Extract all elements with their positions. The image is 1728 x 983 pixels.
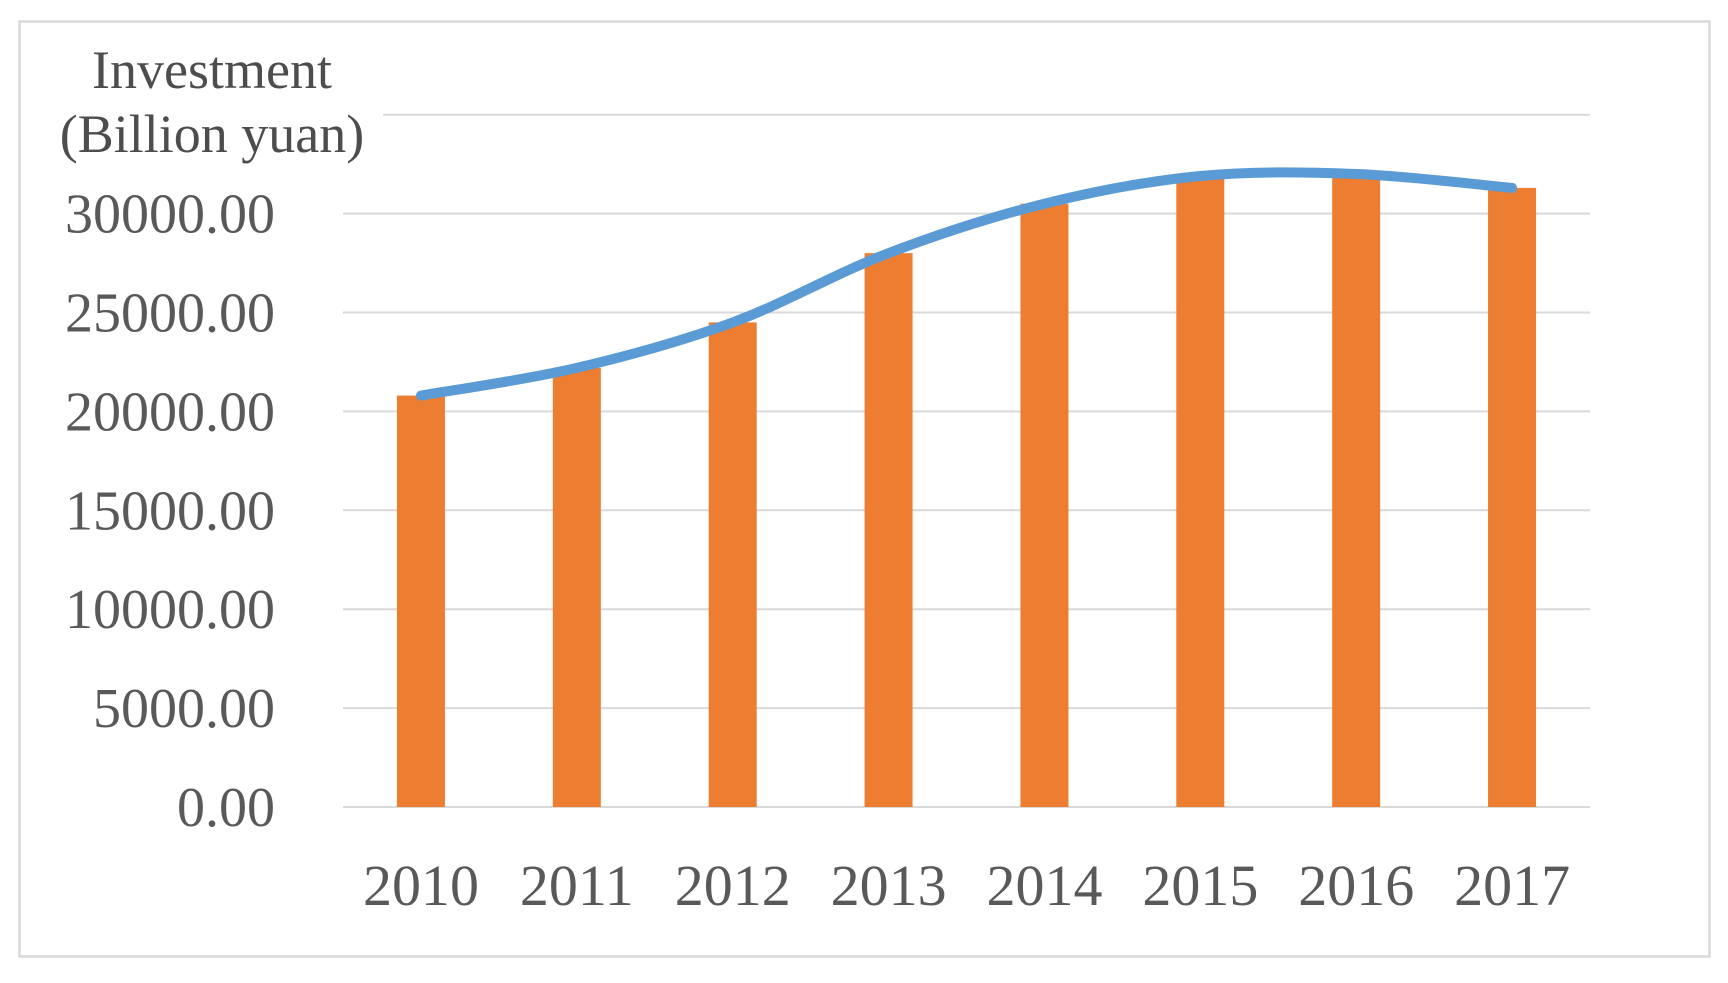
y-tick-label-20000.00: 20000.00 <box>65 381 275 443</box>
y-tick-label-25000.00: 25000.00 <box>65 283 275 345</box>
bar-2016 <box>1332 174 1381 808</box>
bar-2010 <box>396 395 445 807</box>
x-tick-label-2017: 2017 <box>1454 853 1570 918</box>
chart-title-line1: Investment <box>92 40 332 100</box>
y-tick-label-0.00: 0.00 <box>177 777 275 839</box>
y-tick-label-30000.00: 30000.00 <box>65 184 275 246</box>
x-tick-label-2012: 2012 <box>675 853 791 918</box>
x-tick-label-2010: 2010 <box>363 853 479 918</box>
y-tick-label-15000.00: 15000.00 <box>65 480 275 542</box>
y-tick-label-5000.00: 5000.00 <box>93 678 275 740</box>
x-tick-label-2015: 2015 <box>1142 853 1258 918</box>
y-tick-label-10000.00: 10000.00 <box>65 579 275 641</box>
bar-2014 <box>1020 203 1069 807</box>
chart-title-line2: (Billion yuan) <box>60 104 364 164</box>
x-tick-label-2014: 2014 <box>986 853 1102 918</box>
investment-smooth-line <box>415 167 1518 401</box>
bar-2012 <box>708 322 757 807</box>
bar-2015 <box>1176 176 1225 807</box>
bar-2013 <box>864 253 913 807</box>
x-tick-label-2011: 2011 <box>520 853 634 918</box>
chart-plot-area: 0.00 5000.00 10000.00 15000.00 20000.00 25000… <box>18 20 1711 958</box>
bar-2017 <box>1488 187 1537 808</box>
bar-2011 <box>552 367 601 807</box>
x-tick-label-2013: 2013 <box>831 853 947 918</box>
x-tick-label-2016: 2016 <box>1298 853 1414 918</box>
